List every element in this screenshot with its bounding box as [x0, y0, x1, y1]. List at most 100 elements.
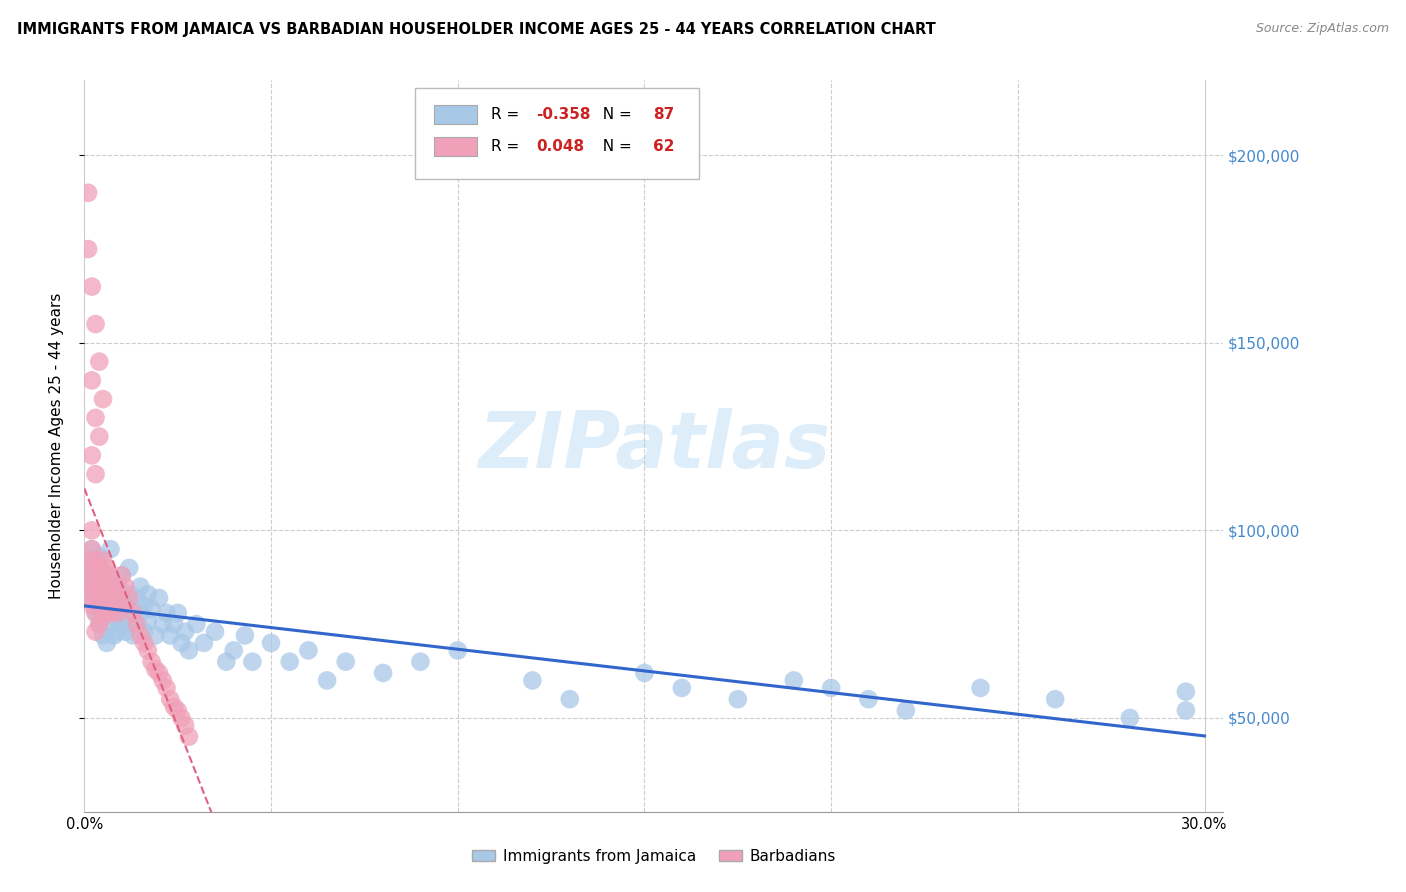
- Point: [80, 542, 103, 557]
- Point: [118, 614, 141, 628]
- Point: [136, 587, 159, 601]
- Point: [100, 568, 122, 582]
- Point: [152, 673, 174, 688]
- Point: [522, 673, 544, 688]
- Point: [858, 692, 880, 706]
- Text: Source: ZipAtlas.com: Source: ZipAtlas.com: [1256, 22, 1389, 36]
- Point: [118, 591, 141, 605]
- Point: [103, 587, 125, 601]
- Point: [80, 587, 103, 601]
- Point: [177, 730, 200, 744]
- Point: [96, 599, 118, 613]
- Point: [129, 606, 152, 620]
- Point: [132, 636, 155, 650]
- Point: [80, 449, 103, 463]
- Point: [107, 587, 129, 601]
- Point: [143, 628, 166, 642]
- Point: [136, 614, 159, 628]
- Text: -0.358: -0.358: [537, 107, 591, 122]
- Y-axis label: Householder Income Ages 25 - 44 years: Householder Income Ages 25 - 44 years: [49, 293, 63, 599]
- Point: [91, 572, 114, 586]
- Point: [155, 681, 177, 695]
- Point: [297, 643, 319, 657]
- Point: [125, 617, 148, 632]
- Bar: [434, 105, 477, 124]
- Point: [335, 655, 357, 669]
- Point: [1174, 684, 1197, 698]
- Point: [80, 279, 103, 293]
- Point: [222, 643, 245, 657]
- Point: [89, 354, 111, 368]
- Point: [96, 621, 118, 635]
- Bar: [434, 136, 477, 155]
- Point: [100, 587, 122, 601]
- Point: [77, 242, 100, 256]
- Point: [163, 617, 186, 632]
- Point: [558, 692, 581, 706]
- Point: [77, 591, 100, 605]
- Point: [84, 599, 107, 613]
- Point: [84, 580, 107, 594]
- Point: [111, 617, 134, 632]
- Point: [103, 599, 125, 613]
- Point: [136, 643, 159, 657]
- Point: [114, 580, 136, 594]
- Point: [100, 542, 122, 557]
- Point: [80, 568, 103, 582]
- Point: [84, 624, 107, 639]
- Text: ZIPatlas: ZIPatlas: [478, 408, 830, 484]
- Point: [84, 568, 107, 582]
- Point: [91, 591, 114, 605]
- FancyBboxPatch shape: [415, 87, 699, 179]
- Point: [80, 580, 103, 594]
- Point: [77, 186, 100, 200]
- Point: [125, 617, 148, 632]
- Point: [170, 711, 193, 725]
- Point: [91, 591, 114, 605]
- Point: [80, 373, 103, 387]
- Point: [174, 624, 197, 639]
- Point: [132, 599, 155, 613]
- Point: [159, 628, 181, 642]
- Point: [91, 609, 114, 624]
- Point: [107, 602, 129, 616]
- Point: [111, 568, 134, 582]
- Point: [242, 655, 264, 669]
- Point: [84, 553, 107, 567]
- Point: [177, 643, 200, 657]
- Point: [96, 580, 118, 594]
- Text: R =: R =: [491, 107, 524, 122]
- Point: [122, 628, 145, 642]
- Point: [633, 665, 655, 680]
- Point: [1119, 711, 1142, 725]
- Point: [80, 542, 103, 557]
- Point: [278, 655, 301, 669]
- Point: [155, 606, 177, 620]
- Point: [260, 636, 283, 650]
- Point: [1043, 692, 1066, 706]
- Text: 62: 62: [652, 138, 673, 153]
- Point: [100, 606, 122, 620]
- Point: [118, 587, 141, 601]
- Point: [111, 568, 134, 582]
- Point: [80, 524, 103, 538]
- Point: [89, 580, 111, 594]
- Point: [727, 692, 749, 706]
- Point: [84, 317, 107, 331]
- Point: [77, 553, 100, 567]
- Point: [118, 561, 141, 575]
- Text: N =: N =: [593, 107, 637, 122]
- Point: [100, 599, 122, 613]
- Text: R =: R =: [491, 138, 529, 153]
- Point: [174, 718, 197, 732]
- Point: [204, 624, 226, 639]
- Point: [89, 617, 111, 632]
- Point: [114, 599, 136, 613]
- Point: [1174, 703, 1197, 717]
- Point: [129, 580, 152, 594]
- Point: [89, 549, 111, 564]
- Point: [84, 606, 107, 620]
- Point: [91, 553, 114, 567]
- Point: [111, 591, 134, 605]
- Point: [89, 561, 111, 575]
